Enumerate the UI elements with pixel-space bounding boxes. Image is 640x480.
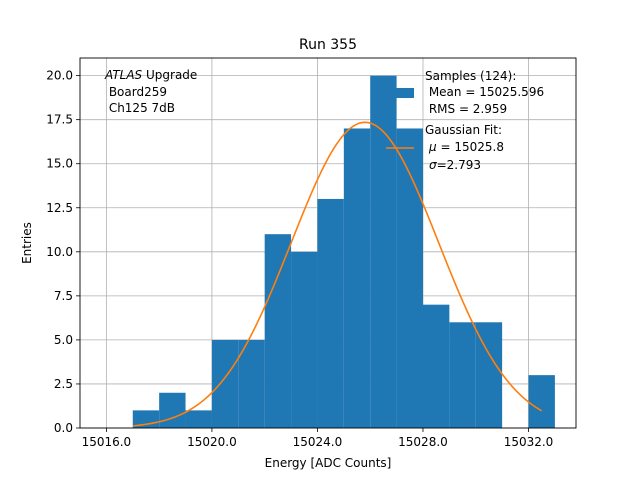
mu-value: = 15025.8 [437,140,504,154]
gaussian-fit-layer [132,121,543,427]
legend-samples-title: Samples (124): [425,69,516,83]
histogram-bar [343,128,371,428]
x-tick-label: 15020.0 [187,435,237,449]
chart-title: Run 355 [299,37,357,53]
sigma-symbol: σ [429,158,437,172]
histogram-bar [317,198,344,428]
y-tick-label: 2.5 [54,377,73,391]
histogram-bar [449,322,476,428]
atlas-label: ATLAS [104,68,143,82]
legend-fit-sigma: σ=2.793 [429,158,481,172]
histogram-bar [370,75,397,428]
atlas-annotation: ATLAS Upgrade Board259 Ch125 7dB [104,68,197,115]
legend-samples-swatch [386,88,414,98]
y-tick-label: 17.5 [46,113,73,127]
histogram-bar [475,322,503,428]
x-tick-label: 15016.0 [82,435,132,449]
annotation-board: Board259 [105,85,167,99]
annotation-line-1: ATLAS Upgrade [104,68,197,82]
histogram-bar [422,304,450,428]
y-tick-label: 15.0 [46,157,73,171]
histogram-bar [185,410,212,428]
x-tick-label: 15028.0 [398,435,448,449]
sigma-value: =2.793 [437,158,481,172]
histogram-bar [528,375,555,428]
histogram-bar [396,128,423,428]
legend-fit-mu: μ = 15025.8 [428,140,504,154]
y-tick-label: 7.5 [54,289,73,303]
mu-symbol: μ [428,140,437,154]
x-axis-ticks: 15016.0 15020.0 15024.0 15028.0 15032.0 [82,428,554,449]
histogram-bars [132,75,555,428]
legend-samples-mean: Mean = 15025.596 [425,85,544,99]
y-tick-label: 12.5 [46,201,73,215]
y-tick-label: 10.0 [46,245,73,259]
y-tick-label: 20.0 [46,69,73,83]
legend: Samples (124): Mean = 15025.596 RMS = 2.… [386,69,544,172]
plot-frame [79,57,577,429]
annotation-channel: Ch125 7dB [105,101,175,115]
histogram-bar [211,339,239,428]
y-tick-label: 5.0 [54,333,73,347]
histogram-bar [264,234,292,428]
upgrade-label: Upgrade [142,68,197,82]
x-tick-label: 15024.0 [293,435,343,449]
legend-samples-rms: RMS = 2.959 [425,102,507,116]
gaussian-fit-curve [132,121,543,427]
histogram-bar [159,392,186,428]
y-axis-ticks: 0.0 2.5 5.0 7.5 10.0 12.5 15.0 17.5 20.0 [46,69,80,435]
y-tick-label: 0.0 [54,421,73,435]
y-axis-label: Entries [20,222,34,264]
histogram-bar [291,251,318,428]
x-tick-label: 15032.0 [504,435,554,449]
x-axis-label: Energy [ADC Counts] [265,456,392,470]
legend-fit-title: Gaussian Fit: [425,123,502,137]
histogram-bar [238,339,265,428]
